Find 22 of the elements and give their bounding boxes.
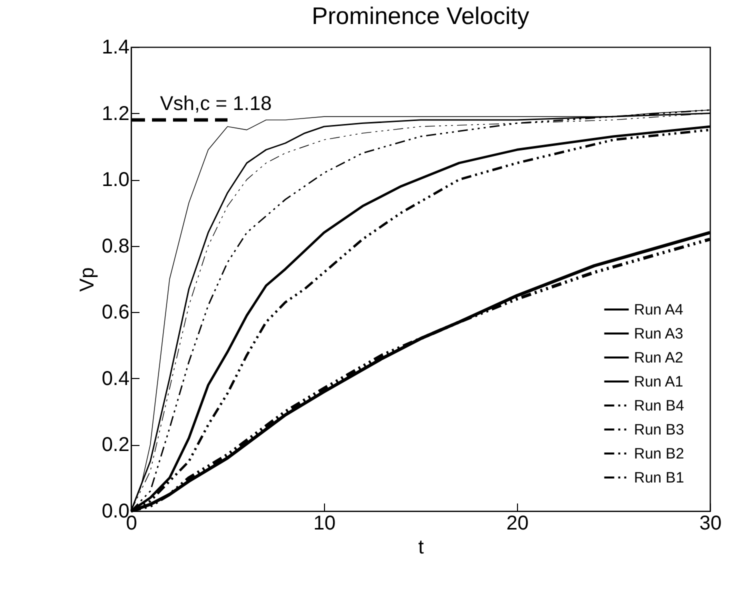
x-tick-label: 20 <box>506 512 529 534</box>
y-tick-label: 0.2 <box>102 434 130 456</box>
legend-label: Run A1 <box>634 374 684 390</box>
legend-label: Run A4 <box>634 302 684 318</box>
x-axis-title: t <box>418 536 424 558</box>
y-tick-label: 1.2 <box>102 102 130 125</box>
y-tick-label: 0.8 <box>102 235 130 258</box>
chart-title: Prominence Velocity <box>312 3 530 30</box>
legend-label: Run A3 <box>634 326 684 342</box>
legend-label: Run B1 <box>634 470 684 486</box>
x-tick-label: 30 <box>699 512 722 534</box>
legend-label: Run B3 <box>634 422 684 438</box>
legend-label: Run B4 <box>634 398 684 414</box>
legend-label: Run A2 <box>634 350 684 366</box>
y-tick-label: 0.6 <box>102 302 130 324</box>
annotation: Vsh,c = 1.18 <box>160 92 272 115</box>
x-tick-label: 10 <box>313 512 336 534</box>
y-tick-label: 1.0 <box>102 169 130 192</box>
y-axis-title: Vp <box>76 267 99 292</box>
y-tick-label: 0.4 <box>102 368 130 390</box>
legend-label: Run B2 <box>634 446 684 462</box>
y-tick-label: 1.4 <box>102 36 130 58</box>
